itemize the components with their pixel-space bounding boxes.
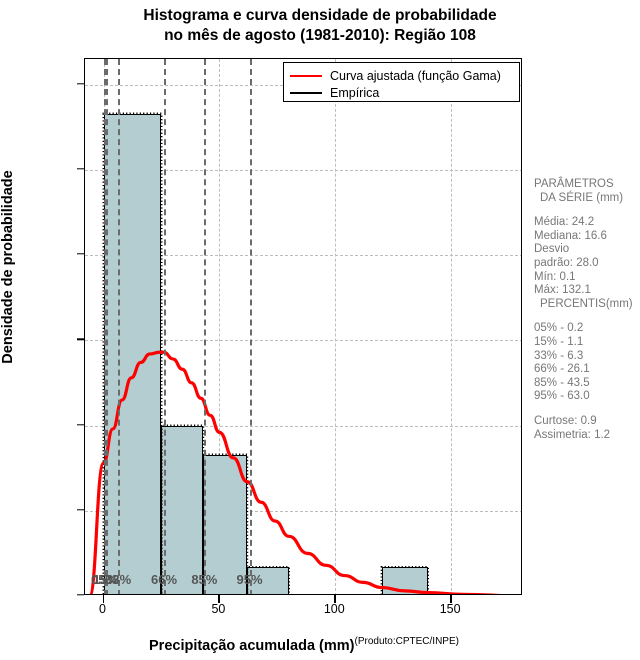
statistic-row: Mín: 0.1 xyxy=(534,270,576,283)
curve-overlay xyxy=(89,112,501,594)
y-axis-tick-mark xyxy=(77,594,84,596)
percentile-row: 15% - 1.1 xyxy=(534,335,584,348)
series-stats-list: Média: 24.2 Mediana: 16.6 Desvio padrão: 28… xyxy=(534,216,640,298)
percentile-marker-line xyxy=(249,59,252,594)
x-axis-tick-label: 50 xyxy=(211,602,226,616)
x-axis-source-note: (Produto:CPTEC/INPE) xyxy=(354,636,459,647)
x-axis-label-text: Precipitação acumulada (mm) xyxy=(149,637,355,654)
percentile-row: 33% - 6.3 xyxy=(534,349,584,362)
chart-legend: Curva ajustada (função Gama) Empírica xyxy=(283,62,520,102)
plot-area: 05% 15% 33% 66% 85% 95% xyxy=(84,58,522,595)
gridline-horizontal xyxy=(85,340,521,342)
shape-statistic-row: Curtose: 0.9 xyxy=(534,414,597,427)
fitted-gamma-curve xyxy=(89,350,501,594)
gridline-vertical xyxy=(335,59,337,594)
page-title: Histograma e curva densidade de probabil… xyxy=(0,6,640,46)
percentile-row: 66% - 26.1 xyxy=(534,363,590,376)
x-axis-tick-mark xyxy=(218,595,220,603)
title-line-1: Histograma e curva densidade de probabil… xyxy=(143,7,497,24)
legend-item-empirical: Empírica xyxy=(290,84,513,101)
statistics-panel: PARÂMETROS DA SÉRIE (mm) Média: 24.2 Medi… xyxy=(534,178,640,442)
x-axis-tick-mark xyxy=(450,595,452,603)
panel-heading-line-1: PARÂMETROS xyxy=(534,178,614,190)
panel-heading-line-2: DA SÉRIE (mm) xyxy=(540,191,624,204)
percentile-marker-line xyxy=(106,59,109,594)
percentis-list: 05% - 0.2 15% - 1.1 33% - 6.3 66% - 26.1 85%… xyxy=(534,322,640,404)
x-axis-tick-mark xyxy=(102,595,104,603)
empirical-curve xyxy=(102,112,429,594)
shape-stats-list: Curtose: 0.9 Assimetria: 1.2 xyxy=(534,415,640,442)
histogram-bar xyxy=(203,454,248,594)
statistic-row: Desvio xyxy=(534,243,570,256)
x-axis-tick-label: 0 xyxy=(99,602,107,616)
statistic-row: Média: 24.2 xyxy=(534,216,595,229)
title-line-2: no mês de agosto (1981-2010): Região 108 xyxy=(164,27,476,44)
x-axis-tick-label: 100 xyxy=(323,602,345,616)
legend-line-icon-empirical xyxy=(290,91,322,94)
percentile-row: 95% - 63.0 xyxy=(534,390,590,403)
x-axis-label: Precipitação acumulada (mm)(Produto:CPTE… xyxy=(84,636,524,654)
percentile-marker-label: 33% xyxy=(105,572,132,587)
y-axis-tick-mark xyxy=(77,423,84,426)
percentile-row: 85% - 43.5 xyxy=(534,376,590,389)
legend-label-fitted: Curva ajustada (função Gama) xyxy=(330,68,501,83)
percentile-marker-line xyxy=(204,59,207,594)
y-axis-label: Densidade de probabilidade xyxy=(0,170,16,364)
plot-canvas: 05% 15% 33% 66% 85% 95% xyxy=(85,59,521,594)
percentis-heading: PERCENTIS(mm) xyxy=(540,297,633,310)
legend-label-empirical: Empírica xyxy=(330,85,380,100)
gridline-vertical xyxy=(219,59,221,594)
y-axis-tick-mark xyxy=(77,168,84,170)
gridline-horizontal xyxy=(85,255,521,257)
percentile-row: 05% - 0.2 xyxy=(534,322,584,335)
percentile-marker-line xyxy=(164,59,167,594)
gridline-horizontal xyxy=(85,425,521,428)
statistic-row: Mediana: 16.6 xyxy=(534,229,607,242)
percentile-marker-label: 15% xyxy=(93,572,120,587)
percentile-marker-line xyxy=(104,59,106,594)
histogram-bar xyxy=(247,567,289,594)
histogram-bar xyxy=(161,425,204,594)
percentile-marker-label: 05% xyxy=(90,572,118,587)
statistic-row: Máx: 132.1 xyxy=(534,284,591,297)
y-axis-tick-mark xyxy=(77,338,84,340)
percentile-marker-line xyxy=(118,59,121,594)
y-axis-tick-mark xyxy=(77,253,84,255)
statistic-row: padrão: 28.0 xyxy=(534,256,599,269)
shape-statistic-row: Assimetria: 1.2 xyxy=(534,428,611,441)
x-axis-tick-label: 150 xyxy=(439,602,461,616)
y-axis-tick-mark xyxy=(77,509,84,511)
x-axis-tick-mark xyxy=(334,595,336,603)
percentile-marker-label: 95% xyxy=(236,572,263,587)
y-axis-tick-mark xyxy=(77,82,84,85)
legend-item-fitted: Curva ajustada (função Gama) xyxy=(290,67,513,84)
legend-line-icon-fitted xyxy=(290,74,322,77)
gridline-horizontal xyxy=(85,510,521,513)
percentile-marker-label: 85% xyxy=(191,572,218,587)
gridline-horizontal xyxy=(85,169,521,172)
percentile-marker-label: 66% xyxy=(151,572,178,587)
gridline-vertical xyxy=(451,59,453,594)
